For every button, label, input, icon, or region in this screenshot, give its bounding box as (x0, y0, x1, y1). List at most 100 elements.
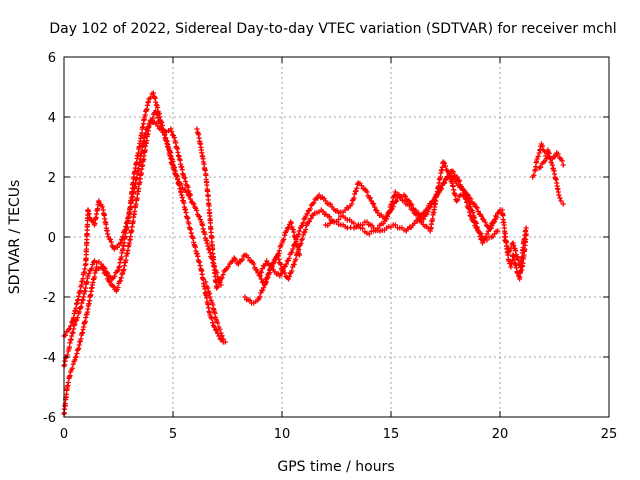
data-point-fill (271, 259, 277, 265)
data-point-fill (442, 179, 448, 185)
data-point-fill (146, 121, 152, 127)
ticks: 0 5 10 15 20 25 -6 -4 -2 0 2 4 6 (43, 51, 617, 442)
data-point-fill (489, 222, 495, 229)
data-point-fill (103, 272, 110, 278)
data-point (290, 246, 296, 252)
y-tick-label: -6 (43, 411, 56, 426)
data-point-fill (414, 212, 420, 218)
data-point-fill (406, 198, 412, 204)
data-point-fill (416, 215, 422, 221)
x-tick-label: 15 (383, 427, 400, 442)
data-point-fill (194, 207, 200, 214)
data-point-fill (99, 204, 105, 210)
data-point-fill (232, 256, 239, 262)
data-point-fill (308, 215, 314, 222)
data-point-fill (107, 236, 114, 243)
data-point-fill (120, 233, 126, 240)
data-point-fill (482, 219, 488, 225)
y-tick-label: 0 (48, 231, 56, 246)
data-point-fill (428, 202, 434, 208)
data-point-fill (327, 201, 334, 207)
data-point-fill (306, 218, 313, 224)
data-point-fill (160, 126, 166, 132)
data-point-fill (302, 229, 308, 235)
data-point-fill (299, 236, 306, 242)
data-point-fill (219, 333, 225, 339)
data-point-fill (476, 229, 482, 235)
data-point (556, 192, 562, 198)
data-point-fill (282, 232, 288, 238)
data-point-fill (122, 227, 128, 233)
data-point-fill (300, 232, 306, 238)
data-point (479, 240, 486, 246)
data-point-fill (276, 248, 282, 254)
data-point (462, 189, 468, 195)
data-point-fill (119, 236, 125, 242)
data-point (264, 258, 270, 264)
data-point-fill (142, 130, 149, 136)
data-point-fill (389, 198, 396, 205)
data-point-fill (451, 175, 457, 181)
data-point (323, 198, 329, 204)
data-point (218, 330, 224, 336)
x-tick-label: 25 (601, 427, 618, 442)
data-point-fill (477, 233, 483, 240)
data-point (410, 207, 416, 213)
data-point-fill (191, 201, 197, 207)
data-point-fill (531, 172, 537, 178)
data-point-fill (89, 265, 95, 272)
data-point-fill (351, 195, 357, 201)
data-point (364, 219, 370, 225)
data-point (118, 240, 124, 246)
data-point-fill (111, 283, 117, 289)
data-point-fill (372, 204, 378, 210)
data-point-fill (266, 270, 273, 276)
data-point-fill (384, 213, 390, 220)
data-point-fill (281, 236, 287, 242)
data-point-fill (225, 264, 231, 270)
data-point (181, 174, 187, 180)
data-point-fill (261, 285, 267, 291)
data-point (488, 225, 494, 231)
data-point-fill (114, 244, 121, 250)
data-point-fill (370, 201, 377, 207)
data-point-fill (397, 194, 404, 200)
data-point-fill (352, 191, 358, 197)
data-point (493, 213, 499, 219)
data-point (242, 294, 248, 300)
data-point-fill (307, 206, 313, 212)
data-point-fill (210, 320, 216, 326)
data-point-fill (304, 211, 310, 217)
y-axis-title: SDTVAR / TECUs (7, 180, 23, 295)
data-point-fill (66, 326, 73, 332)
data-point-fill (186, 188, 192, 194)
data-point-fill (360, 225, 366, 232)
data-point-fill (402, 193, 408, 199)
data-point (69, 333, 75, 339)
data-point (296, 228, 303, 234)
data-point-fill (286, 255, 292, 261)
data-point-fill (157, 120, 164, 127)
data-point-fill (182, 178, 189, 185)
data-point (100, 267, 106, 273)
data-point-fill (364, 189, 370, 195)
data-point (366, 231, 372, 237)
series-track-j (501, 231, 529, 273)
data-point (560, 201, 566, 207)
data-point-fill (555, 151, 561, 157)
data-point (211, 324, 218, 330)
data-point (285, 276, 292, 282)
data-point-fill (115, 284, 121, 290)
data-point-fill (296, 246, 302, 252)
data-point-fill (119, 271, 125, 277)
data-point-fill (353, 188, 359, 194)
data-point-fill (196, 213, 203, 220)
data-point (523, 231, 529, 237)
data-point-fill (153, 110, 159, 117)
x-tick-label: 0 (60, 427, 68, 442)
data-point (421, 216, 427, 222)
data-point-fill (392, 192, 398, 199)
data-point-fill (171, 135, 177, 141)
data-point-fill (229, 258, 236, 264)
